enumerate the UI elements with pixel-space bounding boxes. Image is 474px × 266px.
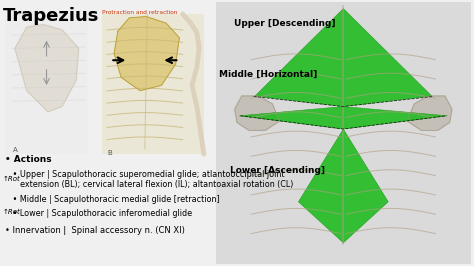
Text: Protraction and retraction: Protraction and retraction [102, 10, 178, 15]
Text: • Upper | Scapulothoracic superomedial glide; atlantooccipital joint: • Upper | Scapulothoracic superomedial g… [5, 169, 285, 178]
Polygon shape [235, 96, 280, 130]
Text: Middle [Horizontal]: Middle [Horizontal] [219, 70, 317, 79]
FancyBboxPatch shape [102, 14, 204, 154]
Text: Upper [Descending]: Upper [Descending] [234, 19, 335, 28]
Polygon shape [15, 24, 79, 112]
Text: ↑Rot: ↑Rot [3, 209, 21, 215]
FancyBboxPatch shape [216, 2, 471, 264]
Text: A: A [12, 147, 17, 153]
Polygon shape [255, 9, 432, 107]
Polygon shape [299, 129, 388, 243]
Text: • Innervation |  Spinal accessory n. (CN XI): • Innervation | Spinal accessory n. (CN … [5, 226, 185, 235]
Polygon shape [407, 96, 452, 130]
Polygon shape [239, 107, 447, 129]
Text: extension (BL); cervical lateral flexion (IL); altantoaxial rotation (CL): extension (BL); cervical lateral flexion… [5, 180, 294, 189]
Polygon shape [114, 16, 179, 91]
Text: B: B [107, 150, 112, 156]
Text: Trapezius: Trapezius [3, 7, 100, 25]
Text: • Lower | Scapulothoracic inferomedial glide: • Lower | Scapulothoracic inferomedial g… [5, 209, 192, 218]
Text: • Actions: • Actions [5, 155, 52, 164]
Text: ↑Rot: ↑Rot [3, 176, 21, 182]
Text: • Middle | Scapulothoracic medial glide [retraction]: • Middle | Scapulothoracic medial glide … [5, 195, 220, 204]
FancyBboxPatch shape [5, 14, 88, 154]
Text: Lower [Ascending]: Lower [Ascending] [230, 165, 325, 174]
